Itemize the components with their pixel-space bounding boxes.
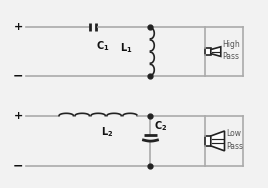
Text: +: + xyxy=(14,111,23,121)
Text: Pass: Pass xyxy=(222,52,239,61)
Text: −: − xyxy=(13,69,23,83)
Text: +: + xyxy=(14,22,23,32)
Text: $\mathbf{L_1}$: $\mathbf{L_1}$ xyxy=(121,41,133,55)
Text: −: − xyxy=(13,160,23,173)
Polygon shape xyxy=(211,131,225,151)
FancyBboxPatch shape xyxy=(205,48,211,55)
Text: $\mathbf{L_2}$: $\mathbf{L_2}$ xyxy=(101,126,113,139)
Text: High: High xyxy=(222,40,240,49)
FancyBboxPatch shape xyxy=(205,136,211,146)
Text: Low: Low xyxy=(226,129,241,138)
Polygon shape xyxy=(211,47,221,56)
Text: $\mathbf{C_1}$: $\mathbf{C_1}$ xyxy=(96,39,109,53)
Text: $\mathbf{C_2}$: $\mathbf{C_2}$ xyxy=(154,119,168,133)
Text: Pass: Pass xyxy=(226,142,243,151)
